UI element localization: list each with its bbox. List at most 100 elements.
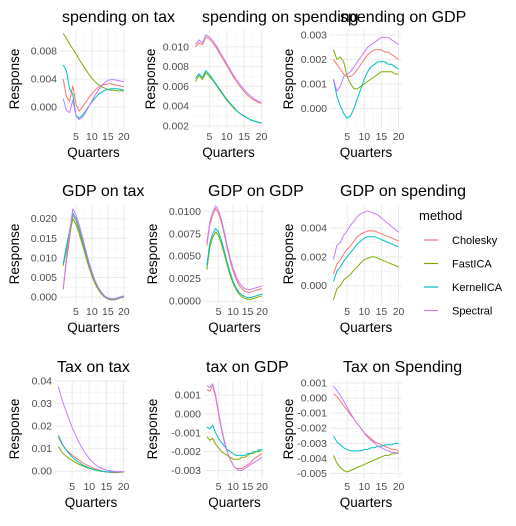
x-tick-label: 20 [393, 306, 405, 318]
x-tick-label: 5 [344, 306, 350, 318]
x-tick-label: 15 [101, 481, 113, 493]
plot-area [330, 30, 402, 128]
x-tick-label: 20 [256, 131, 268, 143]
y-tick-label: 0.010 [31, 252, 57, 264]
y-axis-label: Response [7, 399, 22, 460]
x-tick-label: 5 [73, 131, 79, 143]
legend-label: FastICA [452, 259, 492, 271]
x-axis-label: Quarters [340, 320, 393, 335]
x-tick-label: 10 [83, 481, 95, 493]
y-axis-label: Response [143, 49, 158, 110]
x-tick-label: 10 [86, 306, 98, 318]
x-tick-label: 15 [242, 481, 254, 493]
y-tick-label: 0.000 [301, 393, 327, 405]
legend-title: method [419, 208, 462, 223]
y-tick-label: 0.000 [31, 102, 57, 114]
x-tick-label: 20 [118, 131, 130, 143]
plot-area [55, 380, 127, 478]
y-tick-label: -0.001 [171, 427, 201, 439]
plot-area [330, 205, 402, 303]
x-tick-label: 5 [216, 481, 222, 493]
x-tick-label: 10 [358, 306, 370, 318]
y-tick-label: 0.002 [301, 54, 327, 66]
x-tick-label: 5 [344, 131, 350, 143]
y-tick-label: 0.0025 [169, 273, 201, 285]
y-tick-label: 0.03 [32, 398, 53, 410]
y-axis-label: Response [145, 224, 160, 285]
y-tick-label: 0.006 [163, 81, 189, 93]
y-tick-label: 0.004 [163, 101, 189, 113]
y-tick-label: -0.002 [171, 446, 201, 458]
y-tick-label: 0.000 [31, 292, 57, 304]
x-tick-label: 10 [358, 131, 370, 143]
x-axis-label: Quarters [65, 495, 118, 510]
y-axis-label: Response [281, 224, 296, 285]
y-tick-label: 0.001 [301, 378, 327, 390]
x-axis-label: Quarters [208, 495, 261, 510]
x-tick-label: 20 [118, 481, 130, 493]
x-tick-label: 20 [393, 481, 405, 493]
y-axis-label: Response [281, 399, 296, 460]
x-tick-label: 10 [221, 131, 233, 143]
x-tick-label: 15 [238, 131, 250, 143]
panel-title: GDP on GDP [208, 183, 304, 200]
x-tick-label: 10 [86, 131, 98, 143]
y-tick-label: -0.004 [297, 453, 327, 465]
x-tick-label: 5 [206, 131, 212, 143]
y-tick-label: 0.0075 [169, 228, 201, 240]
x-tick-label: 15 [102, 131, 114, 143]
y-tick-label: 0.0050 [169, 251, 201, 263]
y-tick-label: 0.000 [301, 280, 327, 292]
y-tick-label: 0.002 [301, 251, 327, 263]
y-tick-label: -0.001 [297, 408, 327, 420]
panel-title: Tax on Spending [343, 359, 462, 376]
x-tick-label: 5 [73, 306, 79, 318]
x-axis-label: Quarters [67, 320, 120, 335]
x-tick-label: 5 [216, 306, 222, 318]
y-tick-label: -0.002 [297, 423, 327, 435]
plot-area [60, 205, 127, 303]
panel-title: GDP on tax [62, 183, 144, 200]
y-tick-label: 0.02 [32, 421, 53, 433]
x-tick-label: 15 [102, 306, 114, 318]
panel-title: tax on GDP [206, 359, 289, 376]
x-tick-label: 5 [344, 481, 350, 493]
y-axis-label: Response [145, 399, 160, 460]
x-tick-label: 15 [242, 306, 254, 318]
y-tick-label: 0.008 [163, 61, 189, 73]
x-tick-label: 15 [376, 131, 388, 143]
y-tick-label: 0.0000 [169, 296, 201, 308]
x-tick-label: 20 [393, 131, 405, 143]
y-tick-label: 0.010 [163, 41, 189, 53]
x-tick-label: 20 [256, 481, 268, 493]
x-axis-label: Quarters [67, 145, 120, 160]
x-tick-label: 10 [227, 306, 239, 318]
y-tick-label: 0.004 [31, 74, 57, 86]
y-tick-label: 0.04 [32, 376, 53, 388]
y-axis-label: Response [7, 224, 22, 285]
x-tick-label: 10 [358, 481, 370, 493]
y-tick-label: 0.000 [301, 103, 327, 115]
x-tick-label: 15 [376, 481, 388, 493]
x-axis-label: Quarters [208, 320, 261, 335]
x-axis-label: Quarters [202, 145, 255, 160]
y-tick-label: 0.001 [301, 78, 327, 90]
y-tick-label: 0.00 [32, 466, 53, 478]
x-tick-label: 15 [376, 306, 388, 318]
y-tick-label: -0.003 [297, 438, 327, 450]
x-tick-label: 10 [227, 481, 239, 493]
y-tick-label: 0.002 [163, 121, 189, 133]
y-tick-label: 0.004 [301, 223, 327, 235]
y-tick-label: 0.015 [31, 233, 57, 245]
y-tick-label: 0.020 [31, 213, 57, 225]
panel-title: spending on tax [62, 9, 175, 26]
x-tick-label: 5 [69, 481, 75, 493]
y-tick-label: 0.01 [32, 443, 53, 455]
y-axis-label: Response [7, 49, 22, 110]
x-axis-label: Quarters [340, 145, 393, 160]
panel-title: GDP on spending [340, 183, 466, 200]
y-tick-label: 0.005 [31, 272, 57, 284]
y-axis-label: Response [281, 49, 296, 110]
x-tick-label: 20 [118, 306, 130, 318]
x-tick-label: 20 [256, 306, 268, 318]
